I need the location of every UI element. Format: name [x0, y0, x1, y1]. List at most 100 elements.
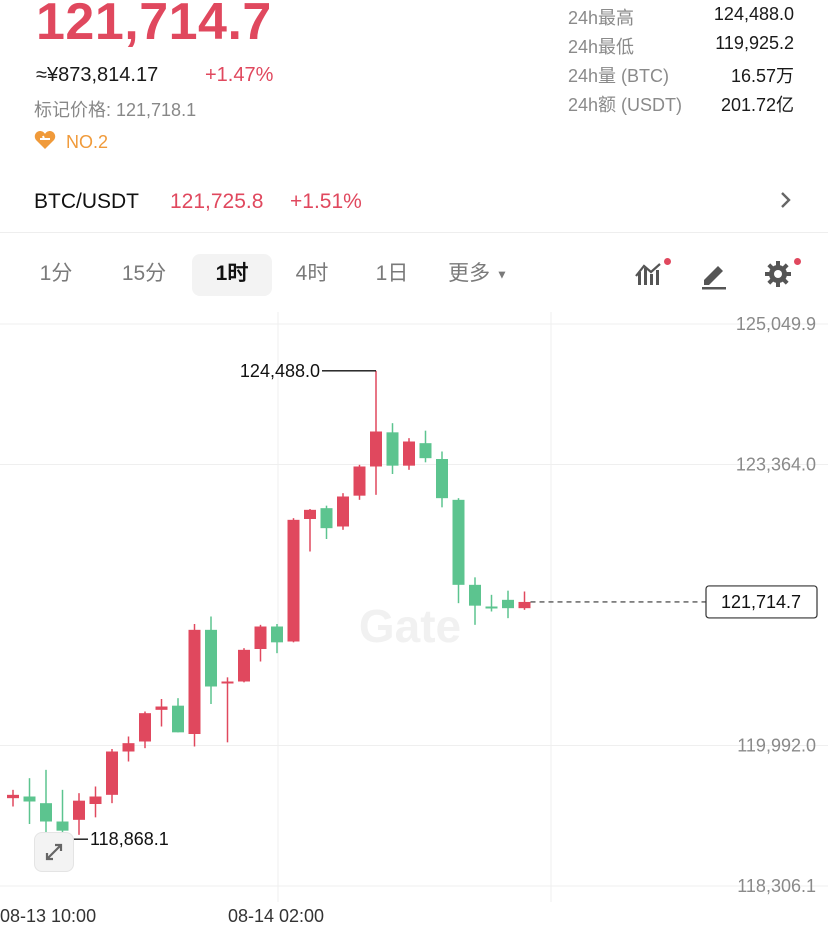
candle-body — [254, 626, 267, 650]
indicator-chart-icon[interactable] — [632, 256, 671, 292]
pair-symbol: BTC/USDT — [34, 190, 139, 213]
tab-1d[interactable]: 1日 — [375, 262, 409, 285]
y-tick-label: 119,992.0 — [737, 736, 816, 756]
tab-1m[interactable]: 1分 — [39, 262, 73, 285]
tab-15m[interactable]: 15分 — [121, 262, 167, 285]
stat-low-value: 119,925.2 — [715, 33, 794, 53]
candle — [23, 778, 36, 825]
y-axis: 125,049.9 123,364.0 119,992.0 118,306.1 — [736, 314, 816, 896]
pencil-icon[interactable] — [696, 256, 732, 292]
candles — [7, 370, 531, 840]
candle — [188, 624, 201, 747]
x-tick-label: 08-14 02:00 — [228, 906, 324, 926]
candle — [320, 505, 333, 539]
candle — [518, 591, 531, 610]
mark-price: 标记价格: 121,718.1 — [34, 100, 197, 120]
annotations: 124,488.0 118,868.1 121,714.7 — [62, 361, 818, 849]
x-tick-label: 08-13 10:00 — [0, 906, 96, 926]
candle-body — [238, 649, 250, 682]
candle — [254, 624, 267, 662]
stat-low-label: 24h最低 — [568, 37, 635, 57]
low-label: 118,868.1 — [90, 829, 169, 849]
stat-high-value: 124,488.0 — [713, 4, 794, 24]
candle-body — [155, 706, 168, 710]
y-tick-label: 118,306.1 — [737, 876, 816, 896]
candle-body — [304, 509, 316, 519]
change-percent: +1.47% — [205, 64, 274, 86]
heart-badge-icon — [34, 130, 56, 155]
expand-arrows-icon[interactable] — [34, 832, 74, 872]
high-label: 124,488.0 — [240, 361, 320, 381]
candle — [271, 624, 283, 654]
stat-volume-label: 24h量 (BTC) — [568, 66, 670, 86]
rank-badge[interactable]: NO.2 — [34, 130, 108, 155]
y-tick-label: 125,049.9 — [736, 314, 816, 334]
candle-body — [403, 441, 415, 466]
candle — [386, 423, 399, 474]
stat-high-label: 24h最高 — [568, 8, 635, 28]
candle-body — [353, 466, 366, 496]
candle-body — [419, 443, 432, 459]
candle-body — [7, 794, 19, 799]
candle-body — [73, 800, 85, 820]
candle — [155, 699, 168, 727]
candle-body — [40, 803, 52, 822]
candle — [89, 786, 102, 818]
candle-body — [469, 584, 481, 606]
candle-body — [221, 681, 234, 684]
gear-icon[interactable] — [760, 256, 801, 292]
watermark: Gate — [359, 600, 461, 652]
candle — [452, 498, 465, 604]
tab-1h[interactable]: 1时 — [192, 254, 272, 296]
last-price: 121,714.7 — [36, 0, 272, 51]
candle — [370, 370, 382, 495]
candle — [353, 464, 366, 500]
candle-body — [188, 629, 201, 735]
tab-4h[interactable]: 4时 — [295, 262, 329, 285]
chevron-right-icon[interactable] — [778, 188, 794, 219]
candle — [419, 430, 432, 463]
candle — [485, 594, 498, 612]
caret-down-icon: ▼ — [495, 267, 508, 282]
last-price-box — [705, 585, 818, 619]
candle-body — [320, 508, 333, 529]
candle-body — [370, 431, 382, 467]
candle — [7, 789, 19, 807]
x-axis: 08-13 10:00 08-14 02:00 — [0, 906, 324, 926]
candle — [106, 749, 118, 804]
candlestick-chart[interactable]: Gate 125,049.9 123,364.0 119,992.0 118,306.… — [0, 312, 828, 946]
candle — [469, 577, 481, 625]
pair-row[interactable]: BTC/USDT 121,725.8 +1.51% — [0, 178, 828, 233]
candle — [122, 736, 135, 762]
candle-body — [485, 606, 498, 609]
tab-more[interactable]: 更多 ▼ — [438, 254, 518, 296]
candle-body — [436, 458, 448, 499]
candle — [436, 451, 448, 508]
candle — [304, 508, 316, 552]
candle — [287, 518, 300, 643]
pair-price: 121,725.8 — [170, 190, 264, 213]
candle-body — [139, 713, 151, 742]
candle — [221, 677, 234, 743]
y-tick-label: 123,364.0 — [736, 454, 816, 474]
chart-canvas[interactable]: Gate 125,049.9 123,364.0 119,992.0 118,306.… — [0, 312, 828, 946]
timeframe-bar: 1分 15分 1时 4时 1日 更多 ▼ — [0, 246, 828, 298]
candle-body — [287, 519, 300, 642]
chart-grid — [0, 312, 828, 902]
candle — [238, 648, 250, 683]
candle — [337, 493, 349, 530]
candle-body — [271, 626, 283, 643]
candle — [40, 769, 52, 837]
stat-volume-value: 16.57万 — [730, 66, 794, 86]
candle — [56, 789, 69, 840]
candle-body — [502, 599, 514, 609]
candle-body — [172, 705, 184, 733]
stat-turnover-label: 24h额 (USDT) — [568, 95, 683, 115]
candle-body — [337, 496, 349, 527]
candle-body — [205, 629, 217, 687]
cny-price: ≈¥873,814.17 — [36, 64, 159, 86]
candle-body — [386, 432, 399, 466]
candle — [172, 698, 184, 733]
candle — [502, 590, 514, 619]
last-price-label: 121,714.7 — [721, 592, 801, 612]
